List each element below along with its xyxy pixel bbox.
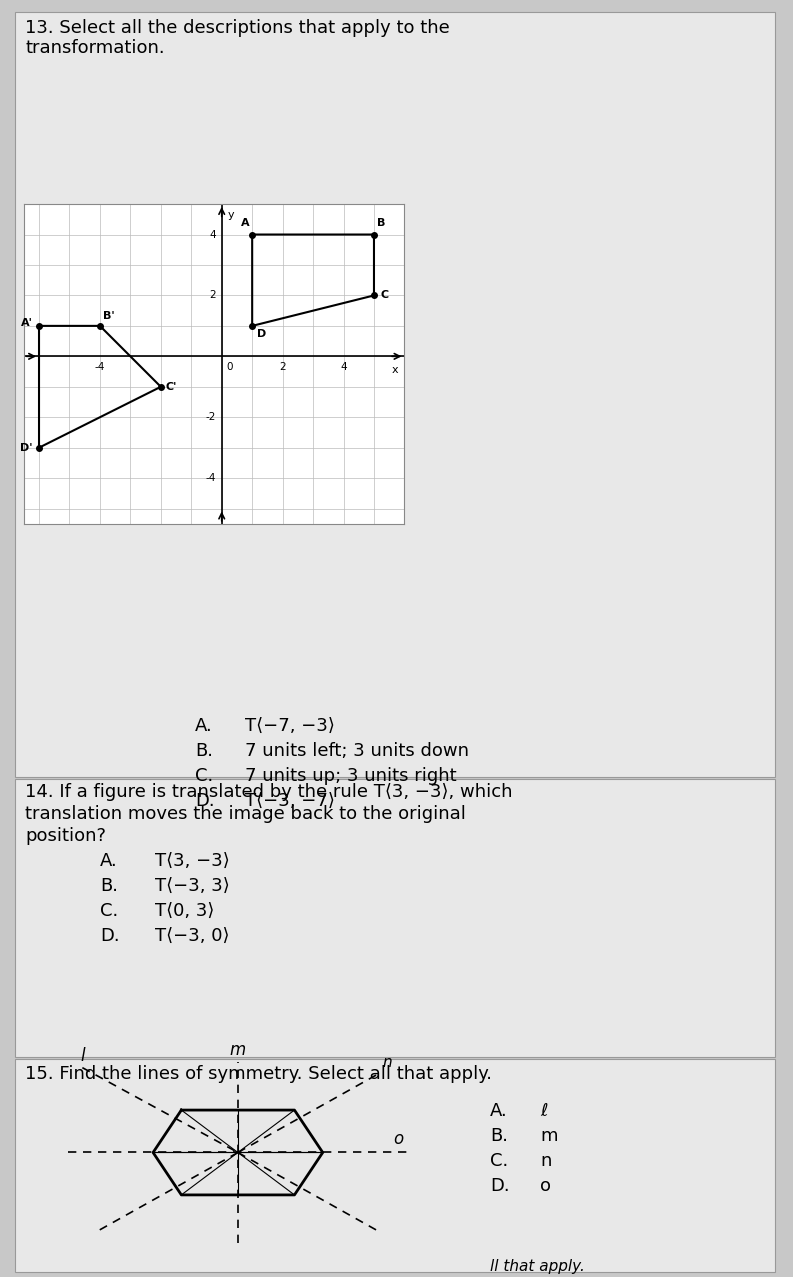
Text: -4: -4 [94,363,105,373]
Text: T⟨0, 3⟩: T⟨0, 3⟩ [155,902,214,919]
Text: T⟨−3, 3⟩: T⟨−3, 3⟩ [155,877,230,895]
Text: 2: 2 [279,363,286,373]
Text: 15. Find the lines of symmetry. Select all that apply.: 15. Find the lines of symmetry. Select a… [25,1065,492,1083]
Text: A.: A. [490,1102,508,1120]
Text: A: A [240,218,249,229]
Text: 4: 4 [340,363,347,373]
Text: D: D [257,329,266,338]
Text: l: l [80,1047,85,1065]
Text: o: o [393,1130,404,1148]
Text: D.: D. [490,1177,510,1195]
Text: 14. If a figure is translated by the rule T⟨3, −3⟩, which: 14. If a figure is translated by the rul… [25,783,512,801]
Text: C: C [380,290,389,300]
Text: 0: 0 [226,363,233,373]
Text: position?: position? [25,827,106,845]
Text: A.: A. [100,852,117,870]
Text: 13. Select all the descriptions that apply to the: 13. Select all the descriptions that app… [25,19,450,37]
Text: B.: B. [195,742,213,760]
Text: -2: -2 [205,412,216,423]
Text: C.: C. [490,1152,508,1170]
Text: m: m [230,1041,246,1059]
Text: C.: C. [195,767,213,785]
FancyBboxPatch shape [15,1059,775,1272]
Text: ll that apply.: ll that apply. [490,1259,585,1274]
Text: A.: A. [195,716,213,736]
Text: ℓ: ℓ [540,1102,547,1120]
Text: B: B [377,218,385,229]
Text: T⟨−7, −3⟩: T⟨−7, −3⟩ [245,716,335,736]
Text: C.: C. [100,902,118,919]
Text: o: o [540,1177,551,1195]
Text: 2: 2 [209,290,216,300]
Text: D': D' [21,443,33,452]
Text: A': A' [21,318,33,328]
Text: T⟨−3, −7⟩: T⟨−3, −7⟩ [245,792,335,810]
Text: translation moves the image back to the original: translation moves the image back to the … [25,805,465,822]
Text: n: n [540,1152,551,1170]
Text: B.: B. [490,1128,508,1145]
Text: y: y [228,211,235,220]
FancyBboxPatch shape [15,779,775,1057]
Text: -4: -4 [205,474,216,483]
Text: T⟨−3, 0⟩: T⟨−3, 0⟩ [155,927,229,945]
Text: B.: B. [100,877,118,895]
Text: B': B' [103,312,114,322]
Text: 7 units left; 3 units down: 7 units left; 3 units down [245,742,469,760]
Text: transformation.: transformation. [25,40,165,57]
FancyBboxPatch shape [15,11,775,776]
Text: m: m [540,1128,557,1145]
Text: x: x [392,365,399,375]
Text: C': C' [166,382,177,392]
Text: T⟨3, −3⟩: T⟨3, −3⟩ [155,852,230,870]
Text: D.: D. [195,792,215,810]
Text: n: n [382,1056,392,1070]
Text: 7 units up; 3 units right: 7 units up; 3 units right [245,767,457,785]
Text: D.: D. [100,927,120,945]
Text: 4: 4 [209,230,216,240]
